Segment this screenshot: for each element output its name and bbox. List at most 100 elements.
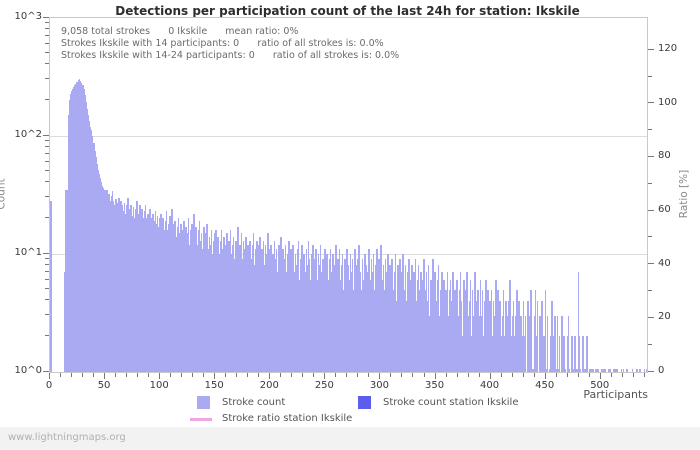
- bar: [298, 280, 301, 372]
- bar: [512, 300, 515, 372]
- bar: [320, 272, 323, 372]
- bar: [181, 240, 183, 372]
- bar: [210, 229, 213, 372]
- bar: [86, 109, 88, 372]
- bar: [393, 272, 396, 372]
- bar: [509, 280, 511, 372]
- bar: [561, 315, 563, 372]
- bar: [506, 315, 508, 372]
- bar: [346, 249, 348, 372]
- x-axis-minor-tick: [346, 373, 348, 377]
- y-axis-minor-tick: [45, 98, 49, 100]
- bar: [342, 289, 345, 372]
- gridline: [50, 254, 647, 255]
- bar: [175, 236, 178, 372]
- bar: [453, 315, 455, 372]
- bar: [155, 223, 158, 372]
- bar: [369, 280, 372, 372]
- x-axis-major-tick: [269, 373, 271, 379]
- bar: [609, 369, 612, 372]
- x-axis-tick-label: 0: [45, 380, 53, 391]
- bar: [172, 223, 174, 372]
- bar: [448, 289, 451, 372]
- bar: [460, 300, 463, 372]
- bar: [417, 265, 420, 372]
- bar: [564, 369, 566, 372]
- bar: [81, 84, 84, 372]
- bar: [499, 300, 501, 372]
- bar: [577, 272, 580, 372]
- bar: [360, 289, 363, 372]
- bar: [399, 259, 401, 372]
- bar: [555, 369, 558, 372]
- bar: [216, 244, 218, 372]
- y-axis-major-tick: [43, 16, 49, 18]
- y-axis-label-ratio: Ratio [%]: [678, 169, 691, 219]
- legend-swatch-stroke-count: [197, 396, 210, 409]
- bar: [235, 240, 237, 372]
- bar: [562, 369, 564, 372]
- stats-line-2: Strokes Ikskile with 14 participants: 0 …: [61, 38, 384, 49]
- bar: [307, 240, 310, 372]
- bar: [312, 244, 314, 372]
- bar: [595, 369, 597, 372]
- bar: [254, 249, 257, 372]
- bar: [356, 280, 358, 372]
- bar: [465, 289, 467, 372]
- x-axis-tick-label: 250: [314, 380, 334, 391]
- x-axis-minor-tick: [236, 373, 238, 377]
- x-axis-minor-tick: [522, 373, 524, 377]
- bar: [566, 336, 569, 372]
- bar: [432, 259, 434, 372]
- bar: [128, 209, 130, 372]
- bar: [95, 157, 97, 372]
- bar: [481, 289, 484, 372]
- bar: [253, 265, 256, 372]
- bar: [590, 369, 593, 372]
- bar: [383, 289, 386, 372]
- y-axis-minor-tick: [45, 196, 49, 198]
- bar: [141, 209, 144, 372]
- bar: [294, 254, 297, 372]
- bar: [347, 265, 349, 372]
- bar: [124, 213, 127, 372]
- bar: [233, 259, 236, 372]
- bar: [178, 233, 181, 372]
- bar: [486, 315, 488, 372]
- bar: [387, 254, 389, 372]
- bar: [556, 315, 559, 372]
- bar: [261, 249, 264, 372]
- bar: [616, 369, 618, 372]
- bar: [272, 254, 275, 372]
- bar: [76, 81, 79, 372]
- bar: [415, 300, 418, 372]
- bar: [164, 221, 167, 372]
- bar: [144, 205, 147, 372]
- y-axis-tick-label: 10^2: [14, 129, 42, 140]
- bar: [270, 244, 272, 372]
- bar: [274, 259, 277, 372]
- y-axis-tick-label: 10^1: [14, 247, 42, 258]
- bar: [232, 236, 235, 372]
- bar: [471, 289, 474, 372]
- x-axis-minor-tick: [302, 373, 304, 377]
- bar: [586, 336, 588, 372]
- bar: [378, 259, 380, 372]
- bar: [396, 265, 399, 372]
- bar: [365, 265, 367, 372]
- bar: [602, 369, 605, 372]
- bar: [553, 336, 555, 372]
- bar: [574, 336, 576, 372]
- bar: [69, 94, 72, 372]
- bar: [446, 272, 449, 372]
- bar: [540, 336, 542, 372]
- x-axis-tick-label: 50: [97, 380, 111, 391]
- y-axis-minor-tick: [45, 170, 49, 172]
- y-axis-minor-tick: [45, 314, 49, 316]
- x-axis-tick-label: 400: [480, 380, 500, 391]
- bar: [407, 259, 410, 372]
- bar: [85, 101, 87, 372]
- y-axis-major-tick: [43, 134, 49, 136]
- bar: [455, 300, 457, 372]
- bar: [285, 272, 288, 372]
